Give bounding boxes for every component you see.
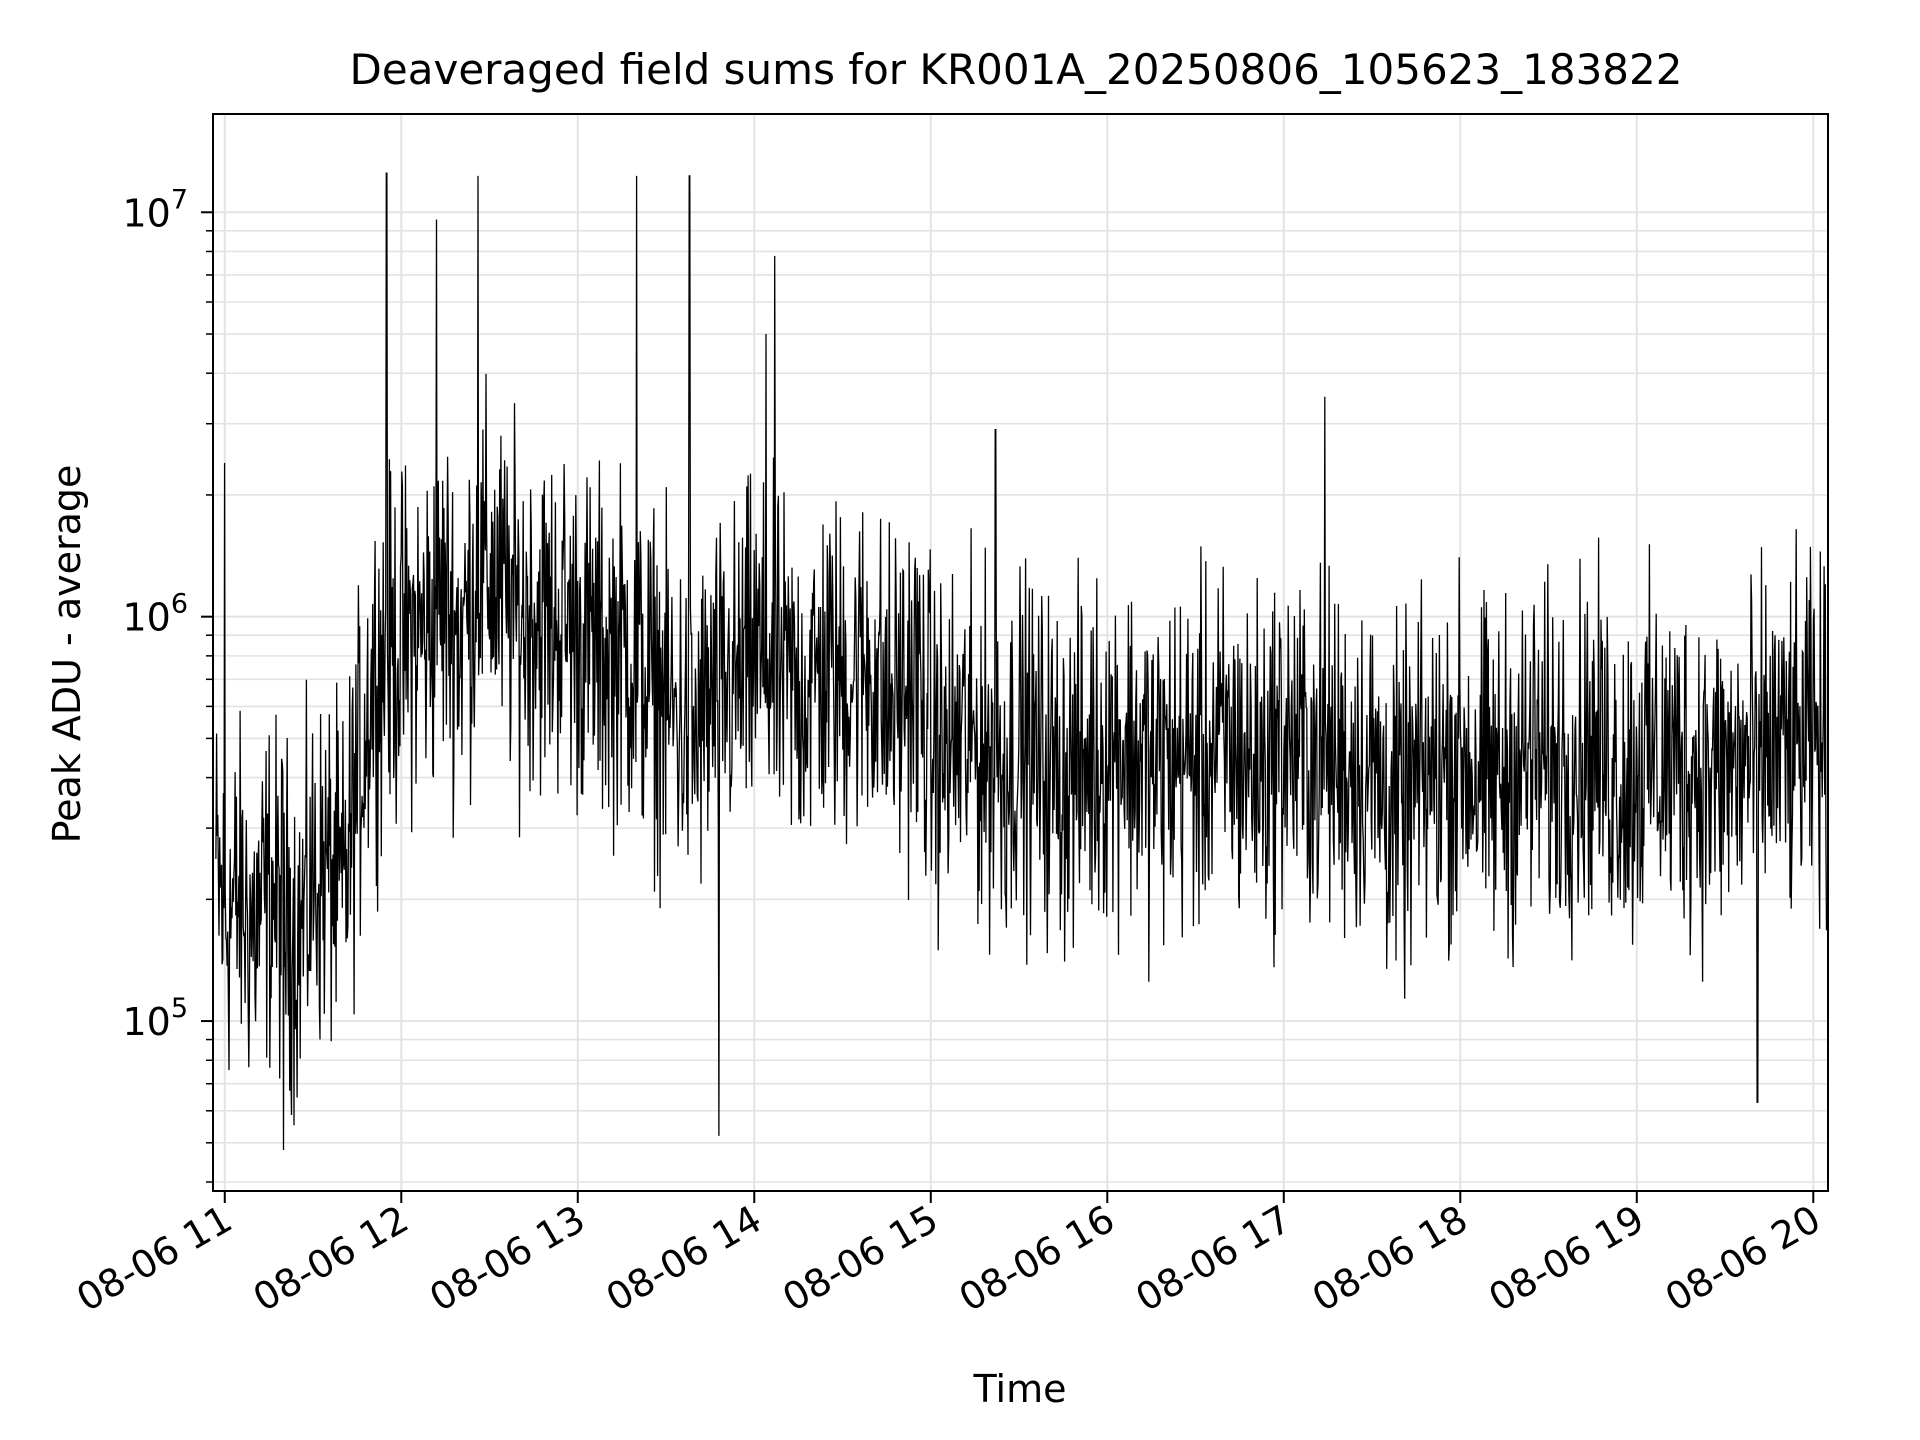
series-line: [215, 172, 1828, 1151]
y-axis-label: Peak ADU - average: [45, 465, 89, 844]
plot-frame: [212, 113, 1829, 1192]
chart-title: Deaveraged field sums for KR001A_2025080…: [350, 45, 1683, 94]
x-axis-label: Time: [973, 1367, 1067, 1411]
y-tick-label: 105: [122, 993, 188, 1044]
plot-area: [215, 172, 1828, 1151]
y-tick-label: 107: [122, 184, 188, 235]
y-tick-label: 106: [122, 589, 188, 640]
y-axis: 105 106 107: [122, 184, 213, 1183]
